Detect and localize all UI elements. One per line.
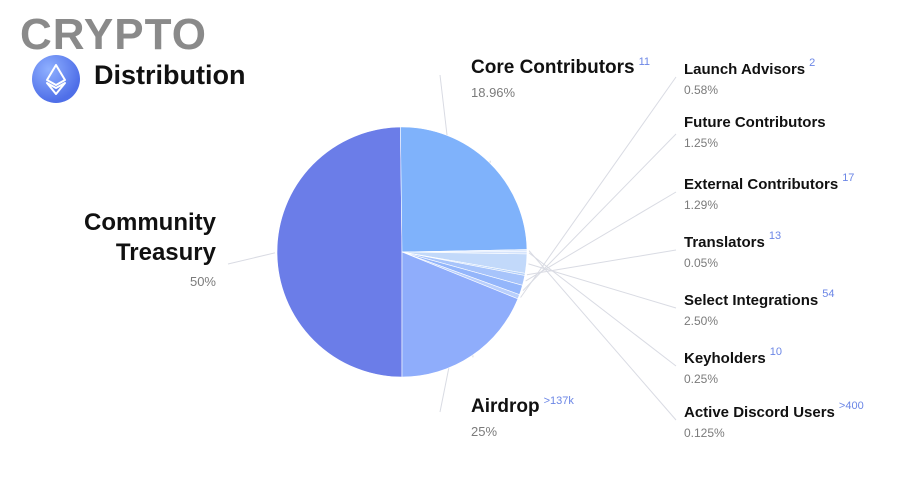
slice-name-community-treasury: Community Treasury <box>84 209 216 266</box>
leader-line-community-treasury <box>227 252 276 265</box>
label-launch-advisors: Launch Advisors 2 0.58% <box>684 57 815 97</box>
slice-count-select-integrations: 54 <box>822 288 835 300</box>
slice-name-airdrop: Airdrop <box>471 396 540 417</box>
slice-value-airdrop: 25% <box>471 424 498 439</box>
slice-count-launch-advisors: 2 <box>809 57 816 69</box>
leader-line-active-discord-users <box>528 250 677 421</box>
slice-count-airdrop: >137k <box>543 395 574 407</box>
pie <box>276 126 528 378</box>
label-airdrop: Airdrop >137k 25% <box>471 395 574 439</box>
slice-name-core-contributors: Core Contributors <box>471 57 635 78</box>
slice-name-future-contributors: Future Contributors <box>684 114 826 131</box>
slice-name-launch-advisors: Launch Advisors <box>684 61 806 78</box>
slice-name-translators: Translators <box>684 234 765 251</box>
slice-value-future-contributors: 1.25% <box>684 136 719 150</box>
pie-slice-airdrop <box>400 126 528 253</box>
slice-name-select-integrations: Select Integrations <box>684 292 819 309</box>
slice-value-translators: 0.05% <box>684 256 719 270</box>
slice-count-keyholders: 10 <box>769 346 782 358</box>
slice-value-core-contributors: 18.96% <box>471 85 516 100</box>
leader-line-launch-advisors <box>520 76 677 298</box>
slice-value-keyholders: 0.25% <box>684 372 719 386</box>
slice-value-launch-advisors: 0.58% <box>684 83 719 97</box>
slice-name-external-contributors: External Contributors <box>684 176 839 193</box>
slice-count-core-contributors: 11 <box>638 56 651 68</box>
leader-line-select-integrations <box>528 263 677 309</box>
label-external-contributors: External Contributors 17 1.29% <box>684 172 854 212</box>
slice-count-external-contributors: 17 <box>842 172 855 184</box>
slice-name-active-discord-users: Active Discord Users <box>684 404 835 421</box>
brand-wordmark: CRYPTO <box>20 10 207 59</box>
leader-line-keyholders <box>528 252 677 367</box>
slice-count-active-discord-users: >400 <box>838 400 864 412</box>
page-title: Distribution <box>94 60 246 90</box>
slice-value-active-discord-users: 0.125% <box>684 426 725 440</box>
leader-line-translators <box>526 249 677 276</box>
slice-value-community-treasury: 50% <box>189 274 216 289</box>
label-community-treasury: Community Treasury 50% <box>46 208 216 289</box>
label-future-contributors: Future Contributors 1.25% <box>684 114 826 150</box>
label-select-integrations: Select Integrations 54 2.50% <box>684 288 834 328</box>
leader-line-future-contributors <box>522 133 677 291</box>
label-keyholders: Keyholders 10 0.25% <box>684 346 782 386</box>
label-active-discord-users: Active Discord Users >400 0.125% <box>684 400 864 440</box>
pie-slice-core-contributors <box>401 251 519 378</box>
ethereum-logo-icon <box>32 55 80 103</box>
slice-name-keyholders: Keyholders <box>684 350 766 367</box>
pie-slice-community-treasury <box>276 126 403 378</box>
slice-value-select-integrations: 2.50% <box>684 314 719 328</box>
leader-line-external-contributors <box>525 191 677 282</box>
label-core-contributors: Core Contributors 11 18.96% <box>471 56 650 100</box>
slice-value-external-contributors: 1.29% <box>684 198 719 212</box>
label-translators: Translators 13 0.05% <box>684 230 781 270</box>
slice-count-translators: 13 <box>768 230 782 242</box>
